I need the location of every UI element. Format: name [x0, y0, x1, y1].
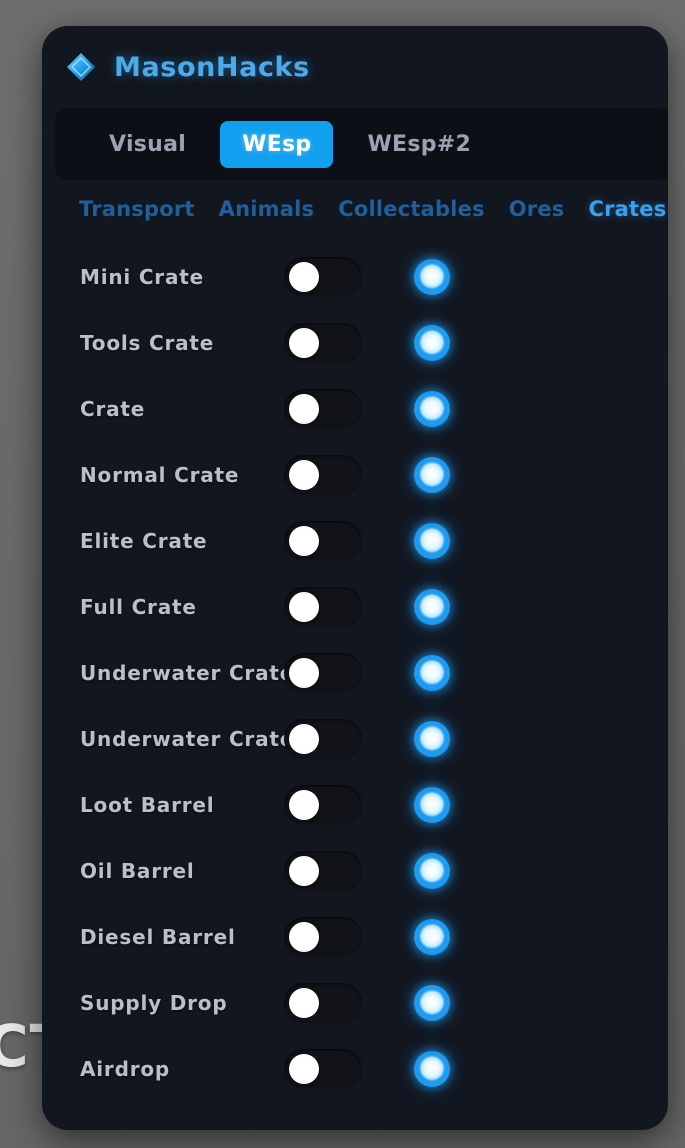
subnav-item-crates[interactable]: Crates: [588, 197, 667, 221]
esp-item-row: Elite Crate: [42, 508, 668, 574]
esp-item-label: Underwater Crate: [80, 661, 295, 685]
esp-item-color-picker[interactable]: [414, 721, 450, 757]
esp-item-toggle[interactable]: [284, 785, 362, 825]
esp-item-color-picker[interactable]: [414, 919, 450, 955]
esp-item-row: Full Crate: [42, 574, 668, 640]
esp-item-color-picker[interactable]: [414, 985, 450, 1021]
subnav-item-transport[interactable]: Transport: [79, 197, 195, 221]
esp-item-toggle[interactable]: [284, 389, 362, 429]
toggle-knob: [289, 988, 319, 1018]
esp-item-color-picker[interactable]: [414, 853, 450, 889]
panel-titlebar: MasonHacks: [42, 26, 668, 108]
esp-item-label: Full Crate: [80, 595, 197, 619]
esp-item-row: Diesel Barrel: [42, 904, 668, 970]
subnav-item-animals[interactable]: Animals: [218, 197, 315, 221]
toggle-knob: [289, 526, 319, 556]
esp-item-toggle[interactable]: [284, 257, 362, 297]
toggle-knob: [289, 1054, 319, 1084]
esp-item-toggle[interactable]: [284, 917, 362, 957]
esp-item-toggle[interactable]: [284, 653, 362, 693]
toggle-knob: [289, 328, 319, 358]
esp-item-label: Loot Barrel: [80, 793, 215, 817]
esp-item-row: Supply Drop: [42, 970, 668, 1036]
tab-wesp-2[interactable]: WEsp#2: [367, 131, 472, 157]
esp-item-label: Tools Crate: [80, 331, 215, 355]
esp-item-row: Airdrop: [42, 1036, 668, 1102]
esp-item-label: Elite Crate: [80, 529, 208, 553]
esp-item-toggle[interactable]: [284, 719, 362, 759]
esp-item-label: Oil Barrel: [80, 859, 195, 883]
esp-item-toggle[interactable]: [284, 323, 362, 363]
esp-item-list: Mini Crate Tools Crate Crate Normal Crate El…: [42, 244, 668, 1102]
toggle-knob: [289, 724, 319, 754]
esp-item-color-picker[interactable]: [414, 787, 450, 823]
esp-item-toggle[interactable]: [284, 587, 362, 627]
esp-item-toggle[interactable]: [284, 851, 362, 891]
toggle-knob: [289, 262, 319, 292]
esp-item-label: Supply Drop: [80, 991, 228, 1015]
esp-item-row: Crate: [42, 376, 668, 442]
esp-item-label: Mini Crate: [80, 265, 204, 289]
esp-item-color-picker[interactable]: [414, 523, 450, 559]
esp-item-label: Airdrop: [80, 1057, 171, 1081]
toggle-knob: [289, 460, 319, 490]
esp-item-label: Crate: [80, 397, 146, 421]
toggle-knob: [289, 790, 319, 820]
tab-bar: Visual WEsp WEsp#2: [55, 108, 668, 180]
tab-visual[interactable]: Visual: [109, 131, 187, 157]
esp-item-color-picker[interactable]: [414, 655, 450, 691]
esp-item-row: Oil Barrel: [42, 838, 668, 904]
esp-item-row: Mini Crate: [42, 244, 668, 310]
esp-item-label: Underwater Crate: [80, 727, 295, 751]
category-subnav: Transport Animals Collectables Ores Crat…: [55, 186, 668, 232]
esp-item-color-picker[interactable]: [414, 457, 450, 493]
esp-item-label: Normal Crate: [80, 463, 240, 487]
esp-item-toggle[interactable]: [284, 1049, 362, 1089]
toggle-knob: [289, 658, 319, 688]
esp-item-row: Tools Crate: [42, 310, 668, 376]
esp-item-color-picker[interactable]: [414, 325, 450, 361]
toggle-knob: [289, 394, 319, 424]
toggle-knob: [289, 922, 319, 952]
esp-item-color-picker[interactable]: [414, 259, 450, 295]
esp-item-toggle[interactable]: [284, 455, 362, 495]
toggle-knob: [289, 856, 319, 886]
toggle-knob: [289, 592, 319, 622]
cheat-menu-panel: MasonHacks Visual WEsp WEsp#2 Transport …: [42, 26, 668, 1130]
esp-item-color-picker[interactable]: [414, 391, 450, 427]
esp-item-label: Diesel Barrel: [80, 925, 236, 949]
esp-item-toggle[interactable]: [284, 521, 362, 561]
page-title: MasonHacks: [114, 51, 310, 83]
tab-wesp[interactable]: WEsp: [220, 120, 334, 168]
esp-item-row: Loot Barrel: [42, 772, 668, 838]
esp-item-row: Underwater Crate: [42, 706, 668, 772]
subnav-item-collectables[interactable]: Collectables: [338, 197, 485, 221]
esp-item-row: Normal Crate: [42, 442, 668, 508]
esp-item-toggle[interactable]: [284, 983, 362, 1023]
esp-item-row: Underwater Crate: [42, 640, 668, 706]
diamond-gem-icon: [67, 53, 95, 81]
esp-item-color-picker[interactable]: [414, 1051, 450, 1087]
subnav-item-ores[interactable]: Ores: [508, 197, 565, 221]
esp-item-color-picker[interactable]: [414, 589, 450, 625]
